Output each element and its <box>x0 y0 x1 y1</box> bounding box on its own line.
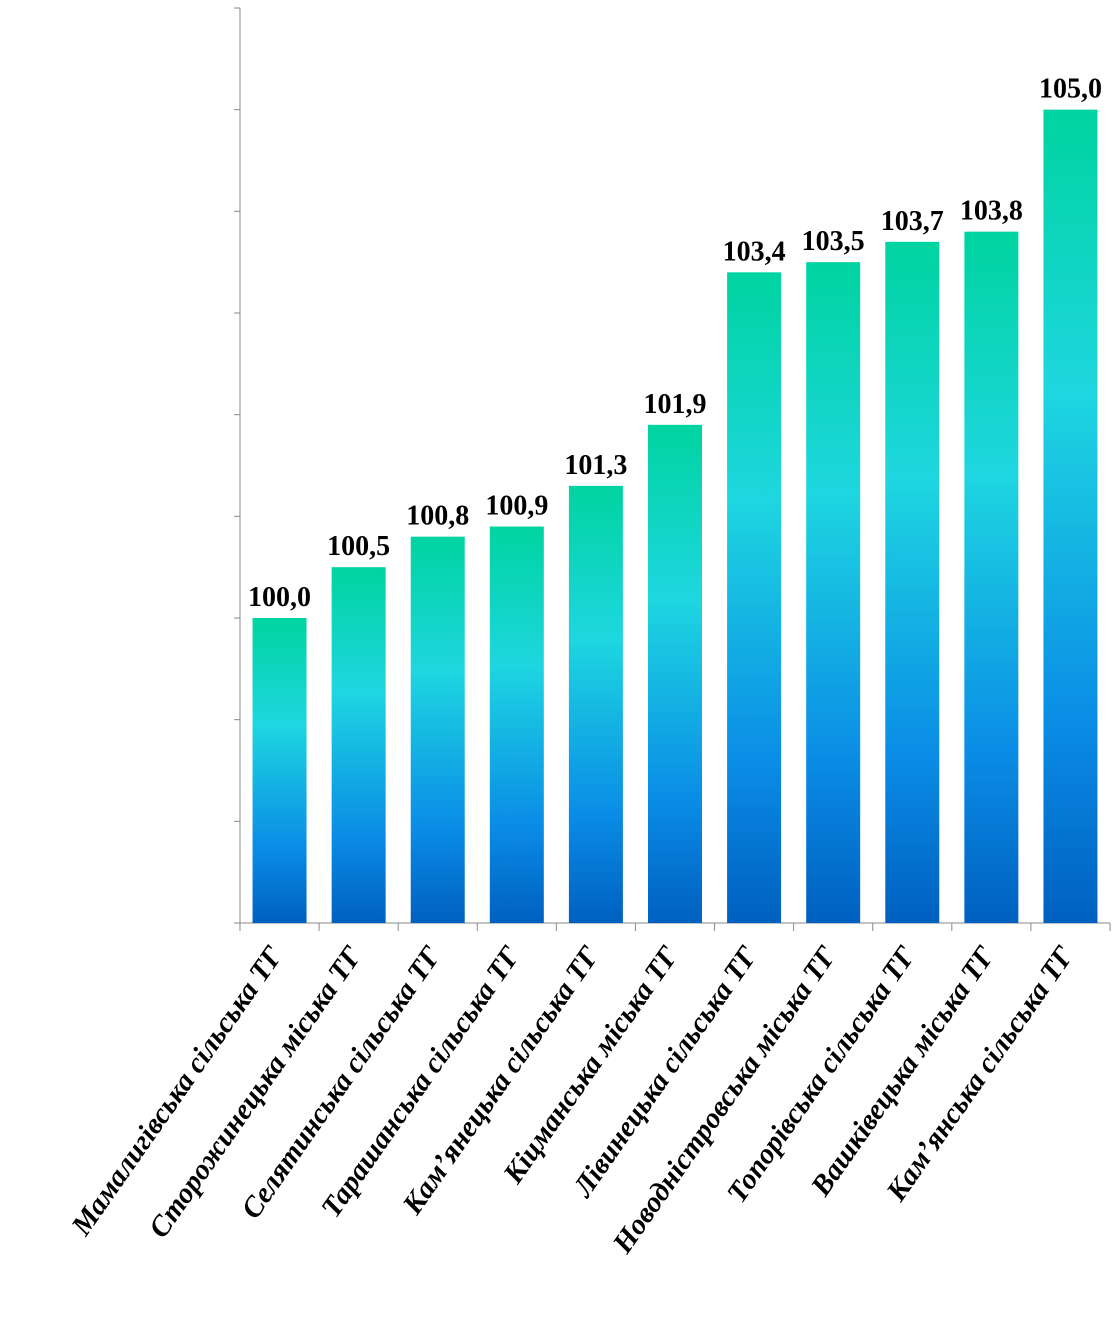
data-label: 103,7 <box>881 206 944 237</box>
data-label: 100,9 <box>485 491 548 522</box>
bar <box>410 536 465 923</box>
bar <box>648 424 702 923</box>
data-label: 101,9 <box>644 389 707 420</box>
bar <box>964 231 1019 923</box>
bar <box>252 618 307 923</box>
bar <box>568 485 623 923</box>
data-label: 103,8 <box>960 196 1023 227</box>
data-label: 101,3 <box>564 450 627 481</box>
data-label: 100,8 <box>406 501 469 532</box>
bar <box>727 272 782 923</box>
bar <box>806 262 861 924</box>
data-label: 103,5 <box>802 226 865 257</box>
bars <box>252 109 1098 924</box>
data-label: 100,0 <box>248 582 311 613</box>
bar <box>331 567 386 923</box>
data-label: 105,0 <box>1039 74 1102 105</box>
data-label: 100,5 <box>327 531 390 562</box>
value-labels: 100,0 100,5 100,8 100,9 101,3 101,9 103,4 103,5… <box>248 74 1102 613</box>
bar <box>1043 109 1098 923</box>
bar <box>885 241 940 924</box>
bar <box>489 526 544 923</box>
data-label: 103,4 <box>723 236 786 267</box>
